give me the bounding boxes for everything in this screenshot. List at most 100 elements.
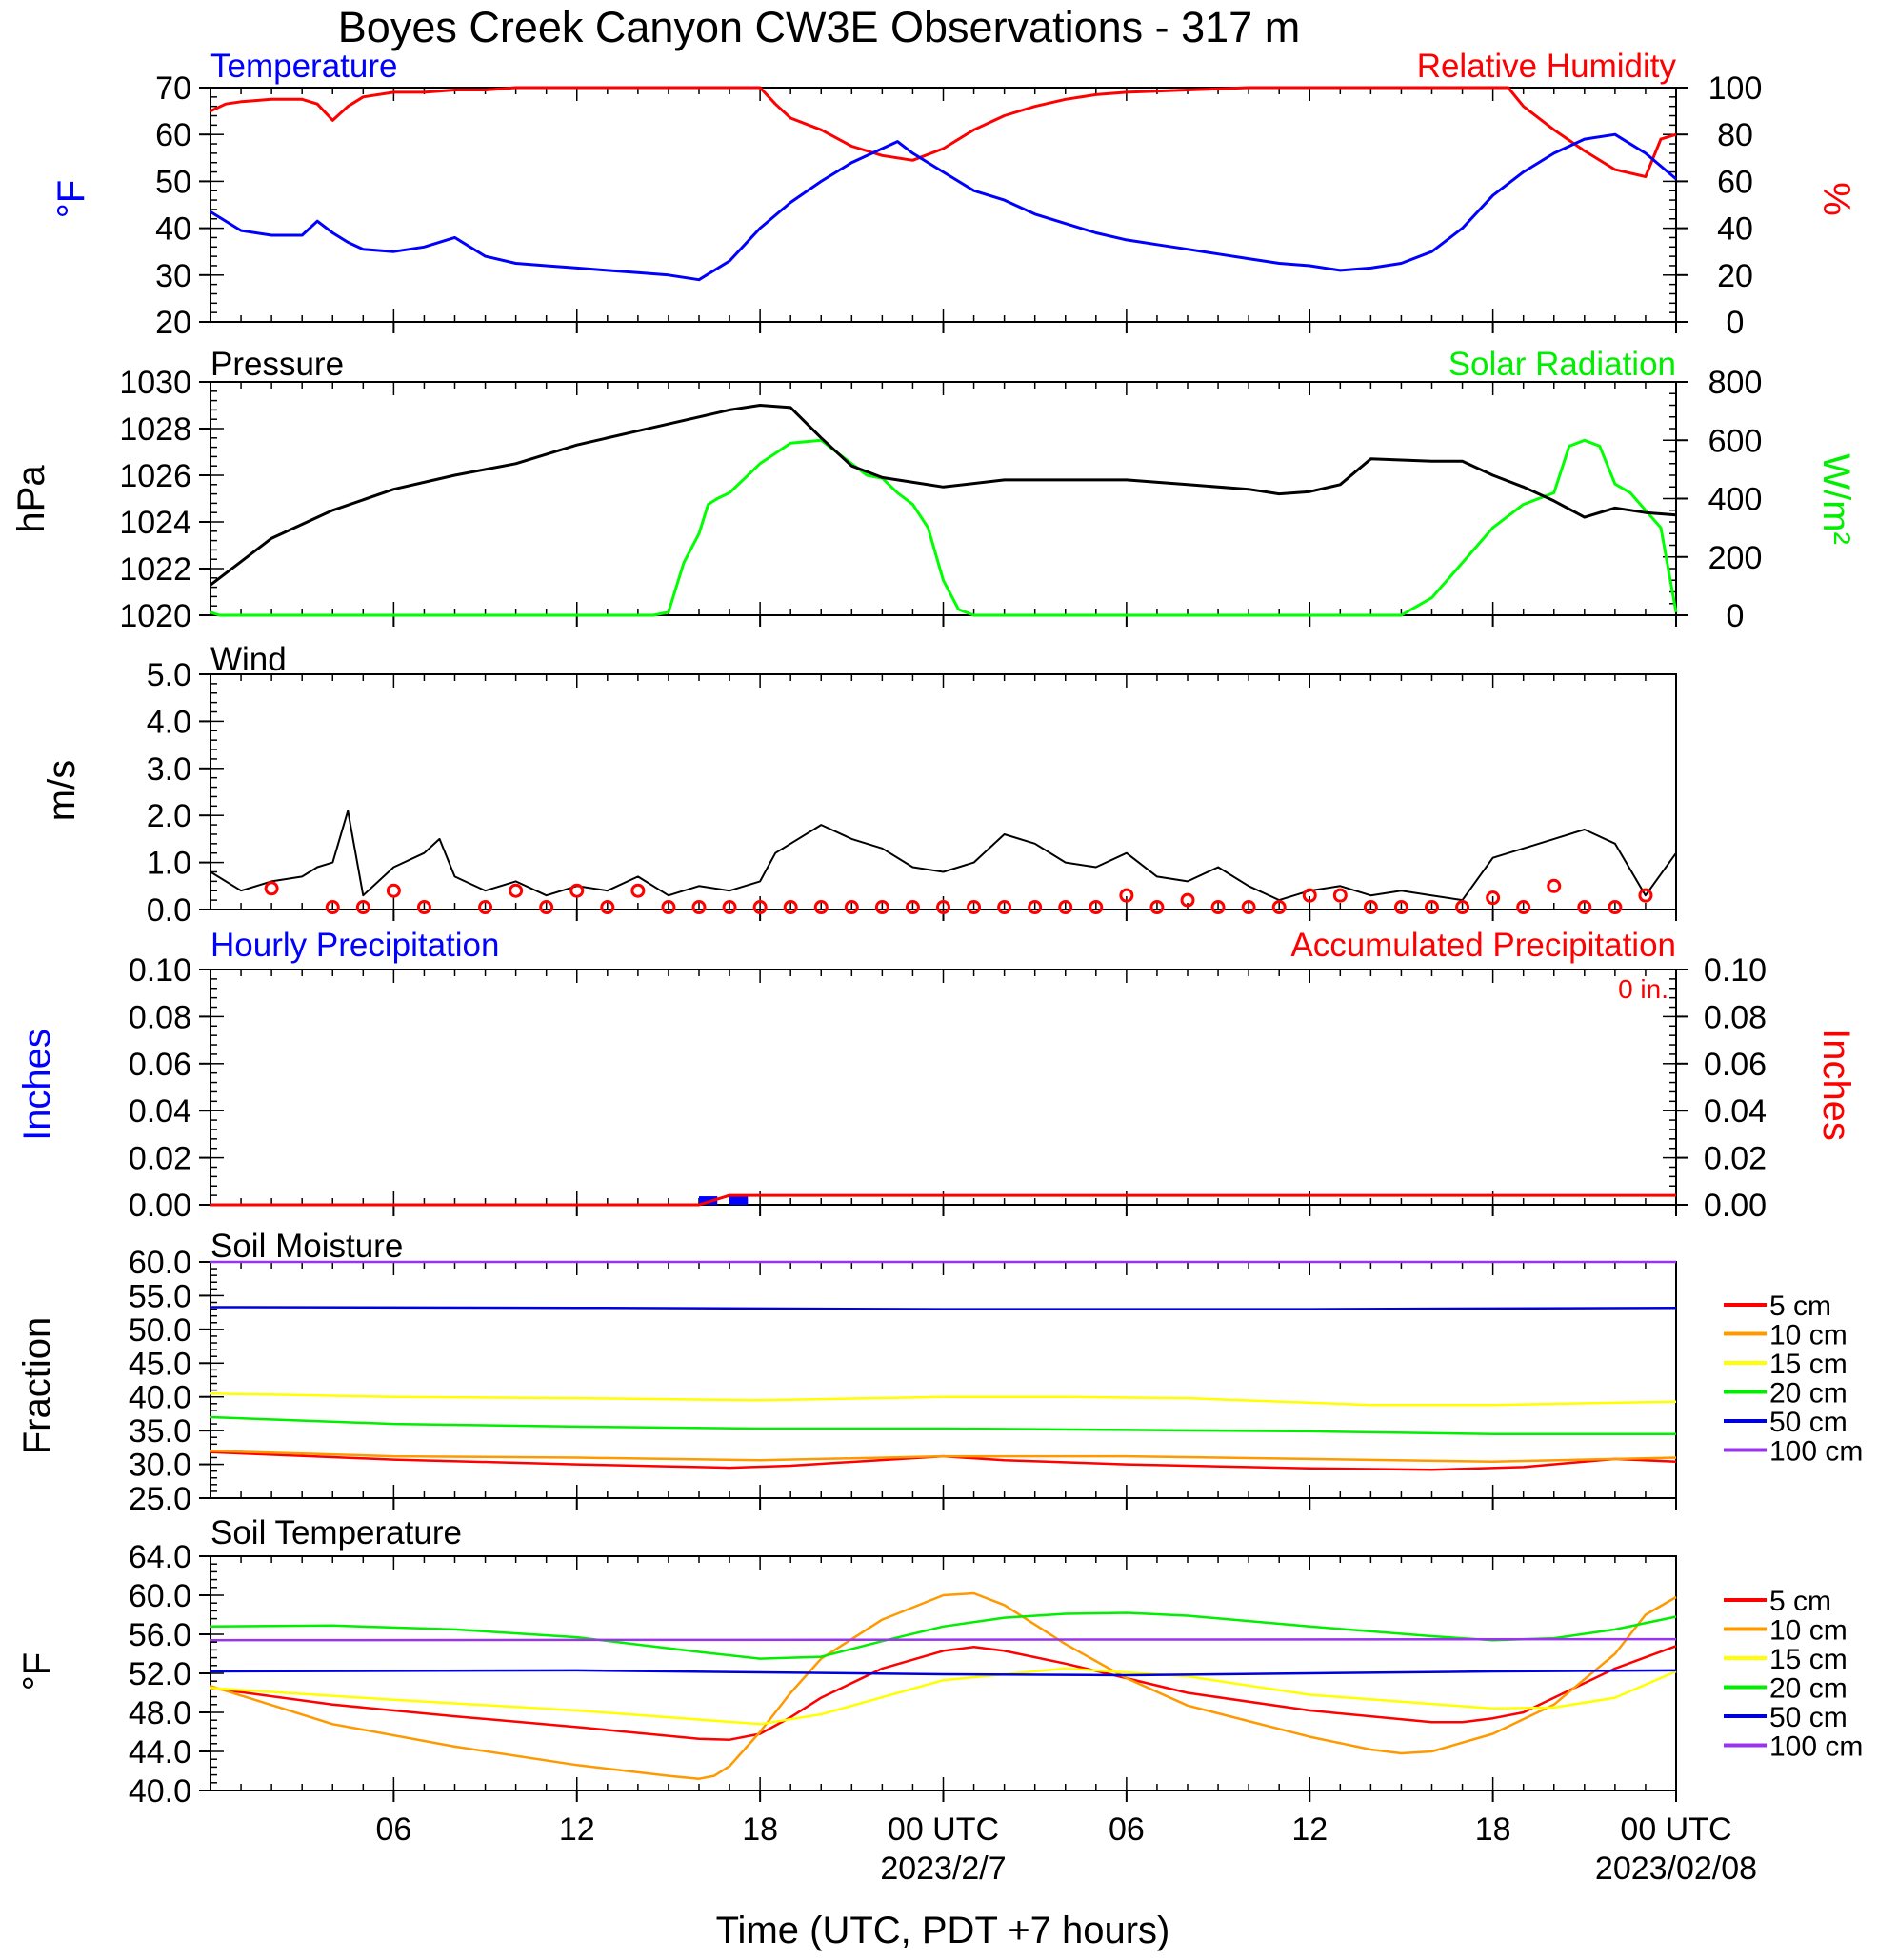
moisture-axis-tick-label: 60.0 <box>129 1245 191 1281</box>
temp-axis-tick-label: 20 <box>155 305 191 341</box>
temp-axis-tick-label: 40 <box>155 211 191 248</box>
moisture-axis-tick-label: 45.0 <box>129 1346 191 1382</box>
hourly-precip-bar <box>729 1196 749 1205</box>
soiltemp-axis-label: °F <box>16 1652 58 1690</box>
wind-barb-circle <box>997 900 1012 915</box>
precip-right-axis-tick-label: 0.04 <box>1704 1093 1767 1130</box>
accum-precip-line <box>210 1193 1676 1207</box>
soil-temp-50cm-line <box>210 1669 1677 1677</box>
pressure-axis-tick-label: 1020 <box>119 598 191 634</box>
wind-barb-circle <box>936 900 950 915</box>
wind-barb-circle <box>1363 900 1378 915</box>
solar-axis-tick-label: 200 <box>1708 540 1763 576</box>
wind-axis-tick-label: 3.0 <box>147 751 191 788</box>
wind-barb-circle <box>539 900 554 915</box>
pressure-axis-label: hPa <box>10 465 52 533</box>
soil-temp-100cm-line <box>210 1637 1677 1642</box>
wind-axis-tick-label: 4.0 <box>147 704 191 740</box>
wind-speed-line <box>210 810 1677 902</box>
wind-barb-circle <box>1393 900 1408 915</box>
temp-axis-tick-label: 30 <box>155 258 191 294</box>
plot-layer: 20 30 40 50 60 70 0 20 40 60 80 100 1020 1022 1024 1026… <box>119 70 1863 1887</box>
rh-axis-tick-label: 40 <box>1717 211 1753 248</box>
precip-left-axis-tick-label: 0.02 <box>129 1141 191 1177</box>
x-tick-label: 18 <box>1475 1811 1511 1848</box>
soil-temp-5cm-line <box>210 1645 1677 1741</box>
x-date-label: 2023/2/7 <box>880 1850 1006 1887</box>
x-axis-label: Time (UTC, PDT +7 hours) <box>716 1910 1170 1951</box>
moisture-axis-tick-label: 35.0 <box>129 1413 191 1450</box>
wind-barb-circle <box>1486 890 1501 906</box>
wind-axis-label: m/s <box>41 760 83 821</box>
wind-barb-circle <box>783 900 798 915</box>
wind-barb-circle <box>752 900 768 915</box>
rh-axis-tick-label: 60 <box>1717 164 1753 200</box>
solar-axis-tick-label: 800 <box>1708 365 1763 401</box>
wind-barb-circle <box>416 900 431 915</box>
rh-axis-tick-label: 0 <box>1727 305 1745 341</box>
x-tick-label: 06 <box>375 1811 411 1848</box>
wind-barb-circle <box>1149 900 1165 915</box>
precip-left-axis-label: Inches <box>16 1029 58 1141</box>
soiltemp-axis-tick-label: 52.0 <box>129 1656 191 1692</box>
x-tick-label: 06 <box>1109 1811 1145 1848</box>
legend-label-soiltemp: 100 cm <box>1769 1731 1863 1763</box>
moisture-axis-tick-label: 40.0 <box>129 1380 191 1416</box>
wind-barb-circle <box>1455 900 1470 915</box>
legend-label-soiltemp: 50 cm <box>1769 1702 1848 1733</box>
wind-barb-circle <box>355 900 370 915</box>
wind-barb-circle <box>1241 900 1256 915</box>
solar-panel-title: Solar Radiation <box>1448 346 1676 383</box>
temp-axis-tick-label: 60 <box>155 117 191 153</box>
wind-barb-circle <box>691 900 707 915</box>
solar-axis-label: W/m² <box>1815 453 1857 545</box>
pressure-line <box>210 404 1677 587</box>
temperature-panel-title: Temperature <box>210 48 397 85</box>
soil-temperature-panel-title: Soil Temperature <box>210 1514 462 1551</box>
wind-panel-title: Wind <box>210 641 287 678</box>
x-tick-label: 00 UTC <box>1620 1811 1731 1848</box>
soiltemp-axis-tick-label: 48.0 <box>129 1695 191 1731</box>
legend-label-moisture: 10 cm <box>1769 1320 1848 1351</box>
wind-barb-circle <box>967 900 982 915</box>
rh-panel-title: Relative Humidity <box>1417 48 1677 85</box>
wind-barb-circle <box>1302 888 1317 903</box>
legend-label-soiltemp: 20 cm <box>1769 1673 1848 1705</box>
solar-axis-tick-label: 600 <box>1708 423 1763 459</box>
solar-axis-tick-label: 400 <box>1708 482 1763 518</box>
soil-moisture-20cm-line <box>210 1415 1676 1435</box>
wind-barb-circle <box>1516 900 1531 915</box>
moisture-axis-tick-label: 55.0 <box>129 1278 191 1314</box>
wind-barb-circle <box>1425 900 1439 915</box>
x-date-label: 2023/02/08 <box>1595 1850 1757 1887</box>
x-tick-label: 18 <box>742 1811 778 1848</box>
soil-moisture-5cm-line <box>210 1450 1677 1471</box>
legend-label-moisture: 20 cm <box>1769 1378 1848 1410</box>
pressure-axis-tick-label: 1022 <box>119 551 191 588</box>
precip-right-axis-tick-label: 0.00 <box>1704 1188 1767 1224</box>
moisture-axis-tick-label: 50.0 <box>129 1312 191 1349</box>
soil-moisture-15cm-line <box>210 1391 1677 1407</box>
pressure-axis-tick-label: 1024 <box>119 505 191 541</box>
wind-barb-circle <box>1210 900 1226 915</box>
accum-precip-panel-title: Accumulated Precipitation <box>1290 927 1676 964</box>
wind-barb-circle <box>1089 900 1104 915</box>
temperature-line <box>210 132 1677 282</box>
pressure-axis-tick-label: 1028 <box>119 411 191 448</box>
wind-axis-tick-label: 5.0 <box>147 657 191 693</box>
legend-label-moisture: 15 cm <box>1769 1349 1848 1380</box>
moisture-axis-label: Fraction <box>16 1317 58 1455</box>
wind-barb-circle <box>722 900 737 915</box>
wind-barb-circle <box>1332 888 1348 903</box>
soiltemp-axis-tick-label: 64.0 <box>129 1539 191 1575</box>
wind-barb-circle <box>1547 878 1562 893</box>
soil-moisture-50cm-line <box>210 1306 1677 1310</box>
soiltemp-axis-tick-label: 56.0 <box>129 1617 191 1653</box>
precip-right-axis-tick-label: 0.10 <box>1704 952 1767 989</box>
wind-barb-circle <box>569 883 585 898</box>
rh-line <box>210 86 1677 178</box>
precip-right-axis-tick-label: 0.06 <box>1704 1047 1767 1083</box>
wind-barb-circle <box>661 900 676 915</box>
wind-barb-circle <box>1577 900 1592 915</box>
temp-axis-tick-label: 50 <box>155 164 191 200</box>
